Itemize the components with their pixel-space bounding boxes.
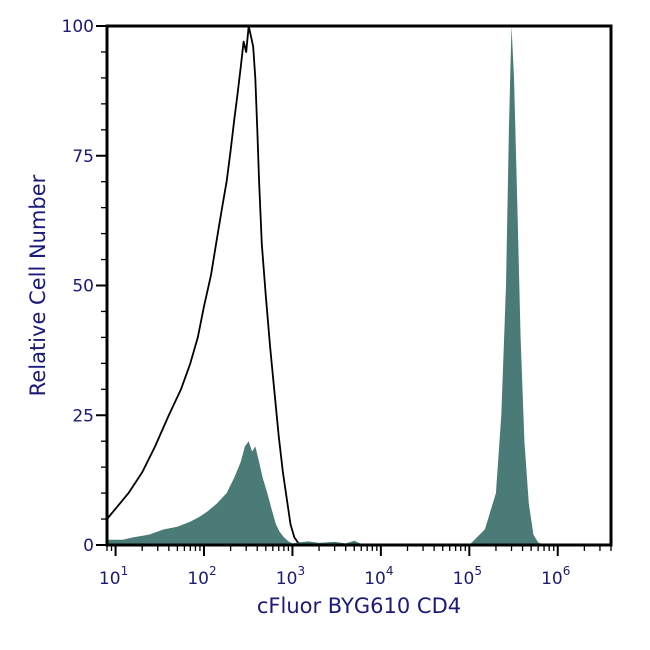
y-axis-title: Relative Cell Number [26, 174, 50, 396]
x-axis: 101 102 103 104 105 106 [99, 545, 612, 589]
y-tick-label: 0 [83, 536, 94, 556]
x-tick-label: 104 [364, 564, 393, 589]
x-tick-label: 106 [541, 564, 570, 589]
x-tick-label: 103 [276, 564, 305, 589]
series-stained-area [107, 26, 545, 545]
x-tick-label: 101 [99, 564, 128, 589]
x-tick-label: 102 [187, 564, 216, 589]
plot-area [106, 25, 545, 546]
x-tick-label: 105 [453, 564, 482, 589]
y-tick-label: 50 [72, 277, 94, 297]
x-axis-title: cFluor BYG610 CD4 [257, 594, 461, 618]
y-tick-label: 75 [72, 147, 94, 167]
series-unstained-line [106, 25, 311, 546]
y-axis: 0 25 50 75 100 [62, 17, 107, 556]
y-tick-label: 25 [72, 406, 94, 426]
plot-frame [105, 24, 613, 547]
y-tick-label: 100 [62, 17, 94, 37]
